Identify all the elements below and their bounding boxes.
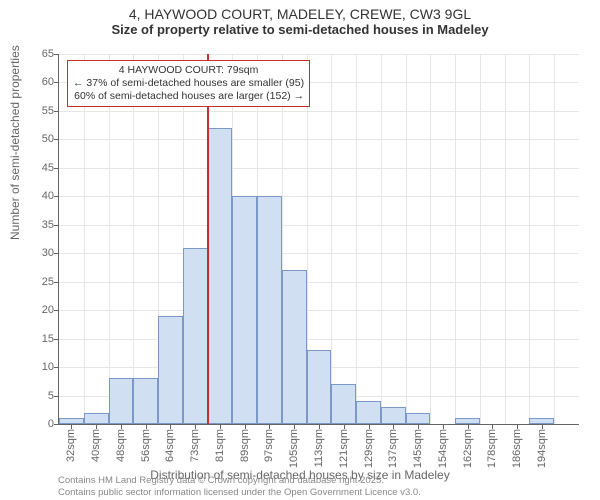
histogram-bar <box>356 401 381 424</box>
annotation-box: 4 HAYWOOD COURT: 79sqm← 37% of semi-deta… <box>67 60 310 107</box>
y-tick: 40 <box>24 190 54 202</box>
footer-attribution: Contains HM Land Registry data © Crown c… <box>58 475 421 498</box>
histogram-bar <box>208 128 233 424</box>
marker-line <box>207 54 209 424</box>
histogram-bar <box>133 378 158 424</box>
histogram-bar <box>381 407 406 424</box>
histogram-bar <box>158 316 183 424</box>
chart-area: 0510152025303540455055606532sqm40sqm48sq… <box>58 54 578 424</box>
x-tick: 40sqm <box>90 429 102 462</box>
x-tick: 73sqm <box>189 429 201 462</box>
y-tick: 5 <box>24 390 54 402</box>
y-tick: 45 <box>24 162 54 174</box>
y-tick: 65 <box>24 48 54 60</box>
histogram-bar <box>183 248 208 424</box>
histogram-bar <box>257 196 282 424</box>
plot-region: 0510152025303540455055606532sqm40sqm48sq… <box>58 54 579 425</box>
footer-line-1: Contains HM Land Registry data © Crown c… <box>58 475 421 486</box>
x-tick: 113sqm <box>313 429 325 467</box>
x-tick: 162sqm <box>462 429 474 468</box>
x-tick: 186sqm <box>511 429 523 468</box>
y-tick: 20 <box>24 304 54 316</box>
annot-line-3: 60% of semi-detached houses are larger (… <box>73 90 304 103</box>
x-tick: 48sqm <box>115 429 127 462</box>
histogram-bar <box>282 270 307 424</box>
x-tick: 32sqm <box>65 429 77 462</box>
histogram-bar <box>331 384 356 424</box>
x-tick: 178sqm <box>486 429 498 468</box>
histogram-bar <box>109 378 134 424</box>
chart-container: 4, HAYWOOD COURT, MADELEY, CREWE, CW3 9G… <box>0 0 600 500</box>
x-tick: 154sqm <box>437 429 449 468</box>
y-tick: 30 <box>24 247 54 259</box>
y-tick: 35 <box>24 219 54 231</box>
y-tick: 50 <box>24 133 54 145</box>
y-axis-label: Number of semi-detached properties <box>8 45 22 240</box>
x-tick: 194sqm <box>536 429 548 468</box>
x-tick: 137sqm <box>387 429 399 468</box>
x-tick: 56sqm <box>140 429 152 462</box>
y-tick: 60 <box>24 76 54 88</box>
x-tick: 121sqm <box>338 429 350 468</box>
chart-title: 4, HAYWOOD COURT, MADELEY, CREWE, CW3 9G… <box>0 0 600 22</box>
x-tick: 97sqm <box>263 429 275 462</box>
y-tick: 10 <box>24 361 54 373</box>
x-tick: 105sqm <box>288 429 300 468</box>
histogram-bar <box>232 196 257 424</box>
histogram-bar <box>406 413 431 424</box>
histogram-bar <box>307 350 332 424</box>
x-tick: 129sqm <box>363 429 375 468</box>
footer-line-2: Contains public sector information licen… <box>58 487 421 498</box>
y-tick: 15 <box>24 333 54 345</box>
y-tick: 25 <box>24 276 54 288</box>
annot-line-1: 4 HAYWOOD COURT: 79sqm <box>73 64 304 77</box>
x-tick: 89sqm <box>239 429 251 462</box>
x-tick: 81sqm <box>214 429 226 462</box>
x-tick: 145sqm <box>412 429 424 468</box>
histogram-bar <box>84 413 109 424</box>
chart-subtitle: Size of property relative to semi-detach… <box>0 22 600 41</box>
y-tick: 0 <box>24 418 54 430</box>
annot-line-2: ← 37% of semi-detached houses are smalle… <box>73 77 304 90</box>
y-tick: 55 <box>24 105 54 117</box>
x-tick: 64sqm <box>164 429 176 462</box>
